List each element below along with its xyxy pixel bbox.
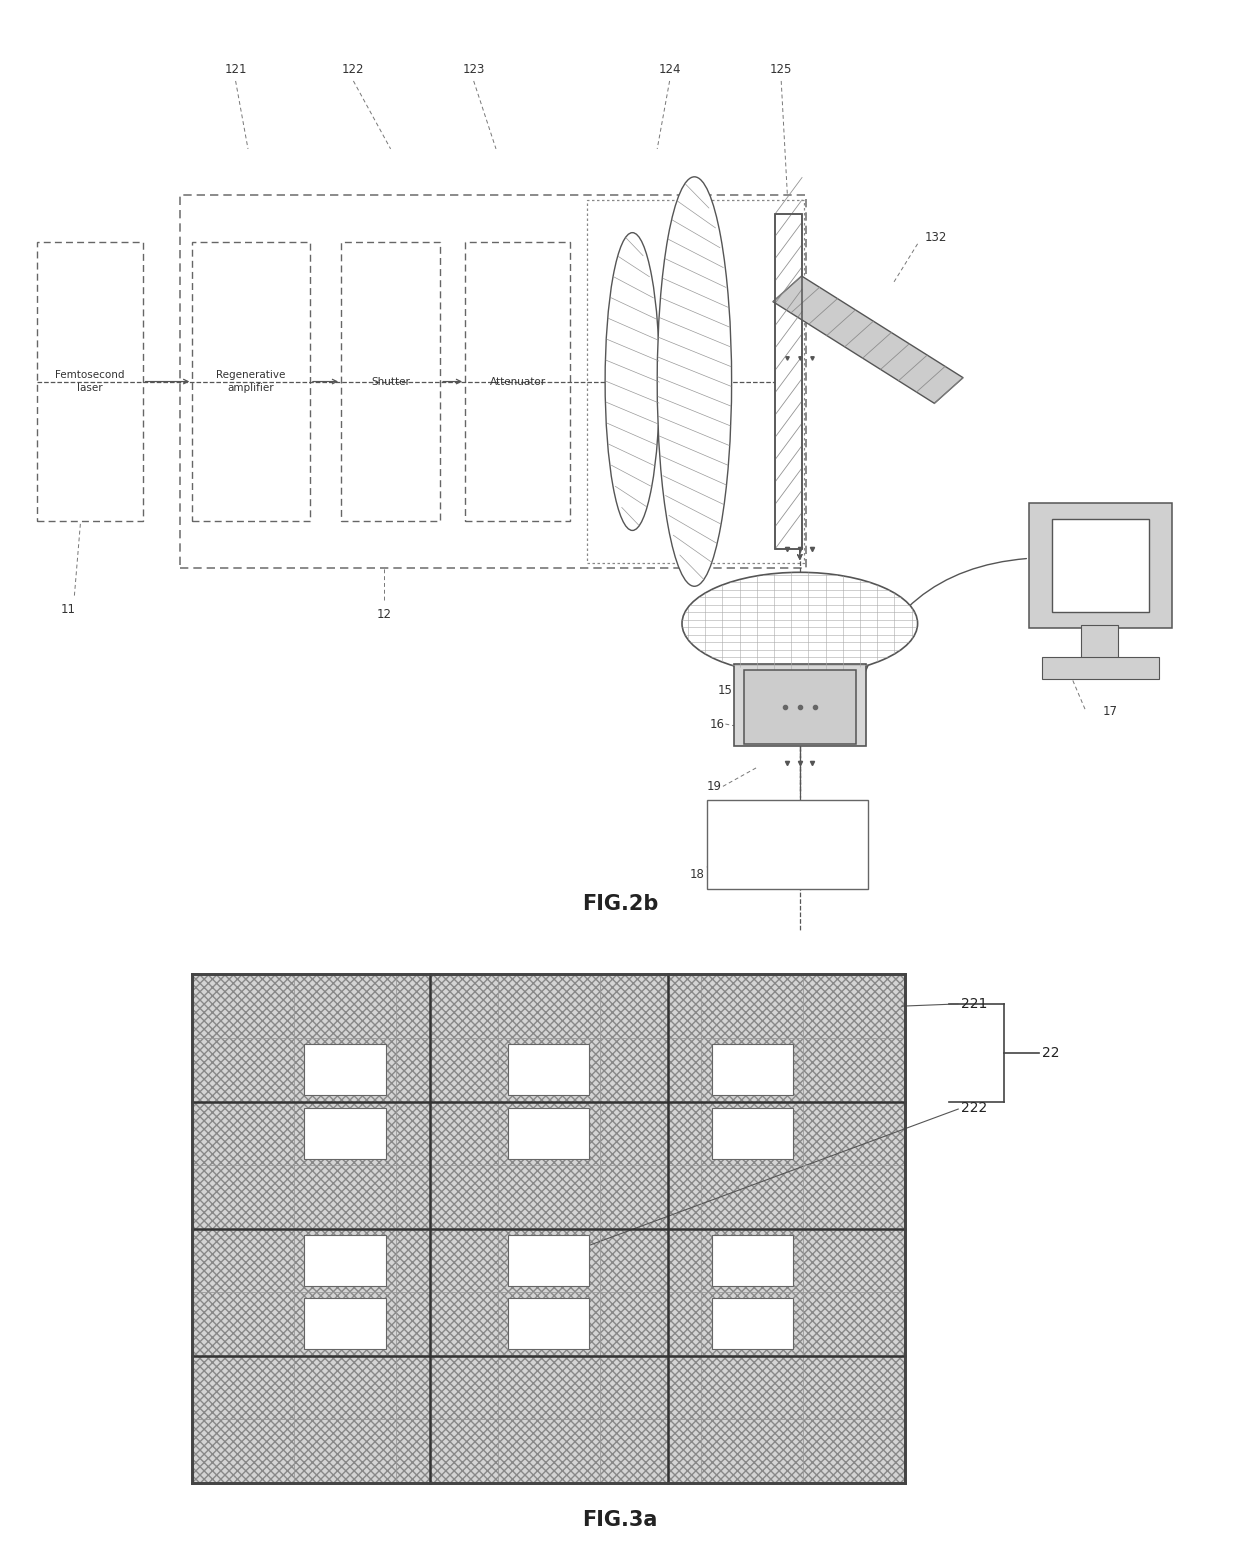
- Text: 22: 22: [1042, 1045, 1059, 1059]
- Bar: [304, 1044, 386, 1095]
- Bar: [1042, 658, 1159, 679]
- Bar: [1052, 520, 1149, 613]
- Bar: [192, 974, 905, 1483]
- Bar: [1081, 625, 1118, 661]
- Bar: [712, 1044, 794, 1095]
- Bar: [37, 242, 143, 521]
- Text: 122: 122: [342, 64, 365, 76]
- Text: FIG.2b: FIG.2b: [582, 893, 658, 914]
- Text: 12: 12: [377, 608, 392, 620]
- Bar: [180, 195, 806, 568]
- Text: 221: 221: [961, 997, 987, 1011]
- Text: 132: 132: [925, 231, 947, 244]
- Bar: [587, 200, 804, 563]
- Text: Regenerative
amplifier: Regenerative amplifier: [217, 371, 285, 392]
- Bar: [508, 1235, 589, 1286]
- Text: 121: 121: [224, 64, 247, 76]
- Text: 124: 124: [658, 64, 681, 76]
- Bar: [304, 1235, 386, 1286]
- Ellipse shape: [682, 572, 918, 675]
- Bar: [712, 1298, 794, 1349]
- Text: 123: 123: [463, 64, 485, 76]
- Text: 19: 19: [707, 780, 722, 793]
- Bar: [508, 1107, 589, 1159]
- Bar: [1029, 503, 1172, 628]
- Text: 18: 18: [689, 869, 704, 881]
- Bar: [775, 214, 802, 549]
- Bar: [775, 214, 802, 549]
- Text: 11: 11: [61, 603, 76, 616]
- Ellipse shape: [605, 233, 660, 530]
- Polygon shape: [773, 276, 963, 403]
- Bar: [775, 214, 802, 549]
- Bar: [192, 242, 310, 521]
- Text: Attenuator: Attenuator: [490, 377, 546, 386]
- Text: 125: 125: [770, 64, 792, 76]
- Bar: [508, 1044, 589, 1095]
- Text: Shutter: Shutter: [371, 377, 410, 386]
- Bar: [192, 974, 905, 1483]
- Ellipse shape: [657, 177, 732, 586]
- Text: FIG.3a: FIG.3a: [583, 1509, 657, 1529]
- Bar: [734, 664, 866, 746]
- Text: 17: 17: [1102, 706, 1117, 718]
- Text: 14: 14: [730, 631, 745, 644]
- Bar: [712, 1107, 794, 1159]
- Bar: [341, 242, 440, 521]
- Text: 15: 15: [718, 684, 733, 696]
- Text: Femtosecond
laser: Femtosecond laser: [55, 371, 125, 392]
- Bar: [304, 1298, 386, 1349]
- Bar: [508, 1298, 589, 1349]
- Text: 222: 222: [961, 1101, 987, 1115]
- Bar: [712, 1235, 794, 1286]
- Bar: [304, 1107, 386, 1159]
- Text: Monitoring
apparatus: Monitoring apparatus: [761, 833, 813, 856]
- Bar: [465, 242, 570, 521]
- Text: 16: 16: [709, 718, 724, 731]
- Bar: [707, 800, 868, 889]
- FancyArrowPatch shape: [857, 558, 1027, 696]
- Bar: [744, 670, 856, 744]
- Bar: [192, 974, 905, 1483]
